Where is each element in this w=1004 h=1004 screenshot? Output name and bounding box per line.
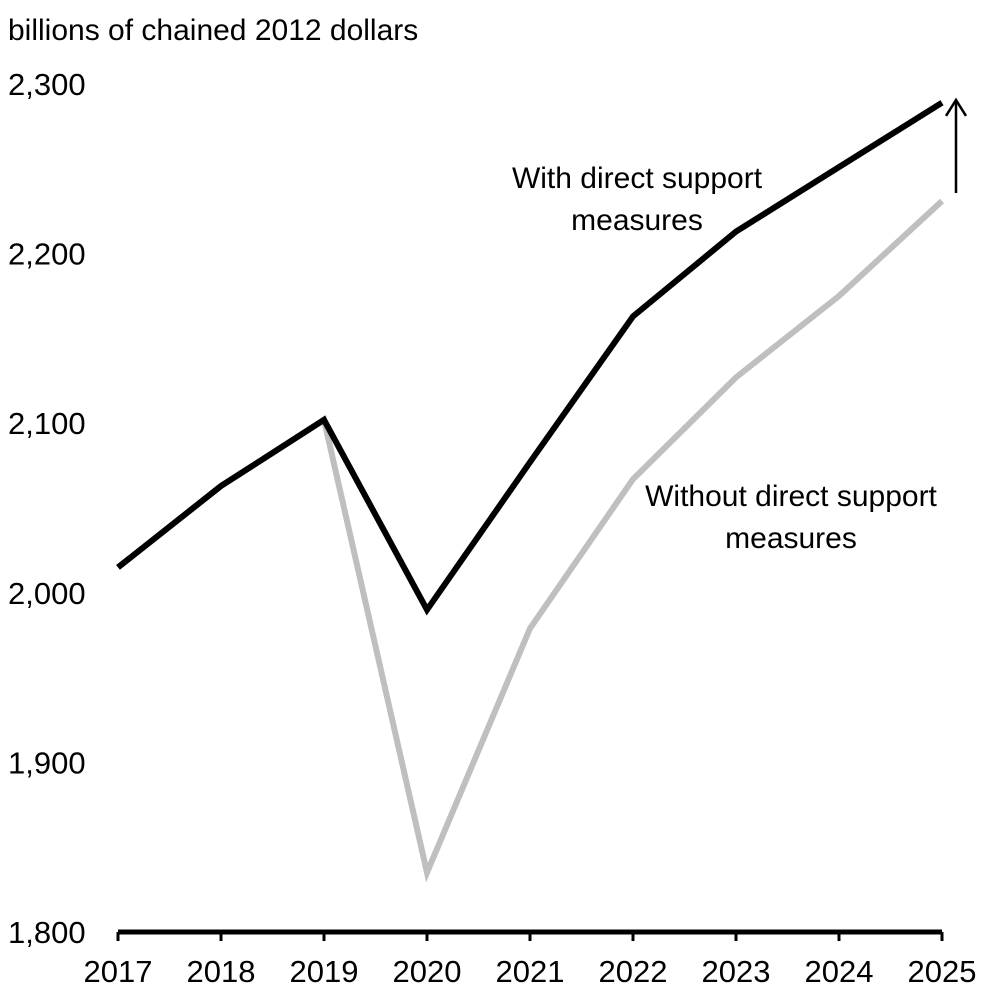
x-tick-label: 2018 bbox=[187, 954, 256, 989]
x-tick-label: 2022 bbox=[599, 954, 668, 989]
y-axis-unit-label: billions of chained 2012 dollars bbox=[8, 14, 418, 47]
series-line-with-support bbox=[116, 100, 944, 616]
y-tick-label: 1,900 bbox=[8, 745, 86, 780]
x-tick-label: 2024 bbox=[805, 954, 874, 989]
annotation-with-support: measures bbox=[571, 204, 703, 237]
x-tick-label: 2025 bbox=[908, 954, 977, 989]
y-tick-label: 2,300 bbox=[8, 67, 86, 102]
annotation-without-support: measures bbox=[725, 522, 857, 555]
y-axis-tick-labels: 1,800 1,900 2,000 2,100 2,200 2,300 bbox=[8, 67, 86, 950]
annotation-with-support: With direct support bbox=[512, 162, 763, 195]
y-tick-label: 2,000 bbox=[8, 576, 86, 611]
difference-arrow bbox=[944, 97, 968, 194]
series-annotations: With direct support measures Without direc… bbox=[512, 162, 938, 555]
y-tick-label: 2,200 bbox=[8, 237, 86, 272]
y-tick-label: 2,100 bbox=[8, 406, 86, 441]
annotation-without-support: Without direct support bbox=[645, 480, 937, 513]
x-tick-label: 2019 bbox=[290, 954, 359, 989]
x-tick-label: 2023 bbox=[702, 954, 771, 989]
x-tick-label: 2020 bbox=[393, 954, 462, 989]
arrow-head bbox=[944, 97, 968, 117]
series-lines bbox=[116, 100, 945, 883]
y-tick-label: 1,800 bbox=[8, 915, 86, 950]
x-tick-label: 2021 bbox=[496, 954, 565, 989]
x-tick-label: 2017 bbox=[84, 954, 153, 989]
x-axis: 2017 2018 2019 2020 2021 2022 2023 2024 2025 bbox=[84, 929, 977, 989]
